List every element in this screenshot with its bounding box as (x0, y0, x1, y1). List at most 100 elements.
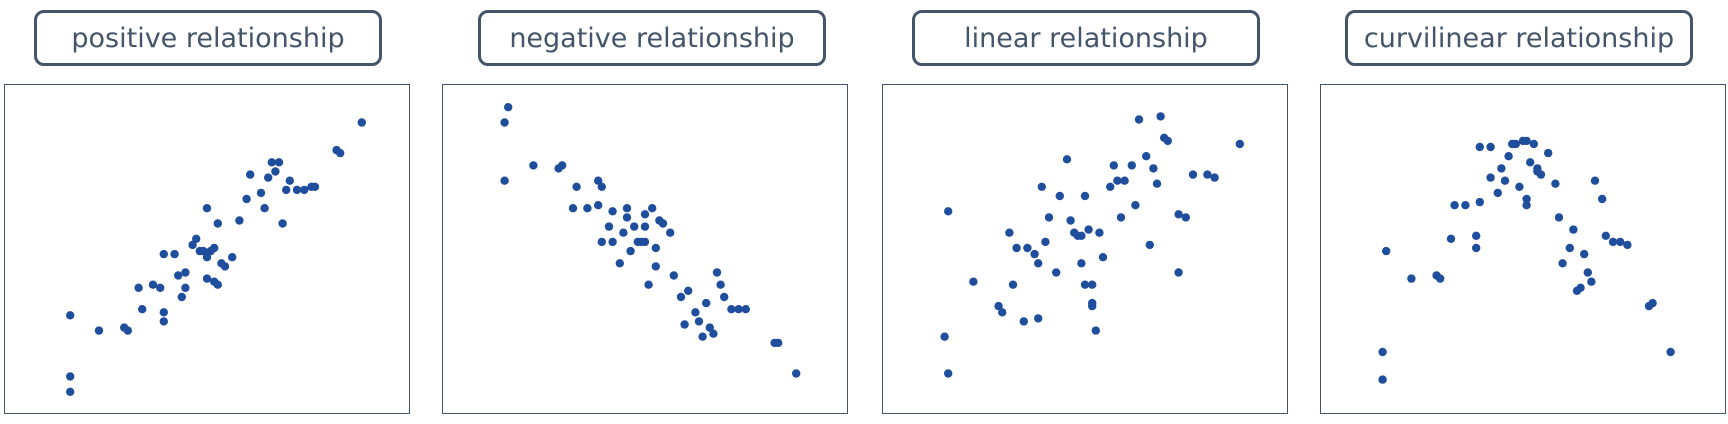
data-point (1055, 191, 1064, 201)
data-point (282, 185, 291, 195)
data-point (1598, 194, 1607, 204)
data-point (1565, 243, 1574, 253)
data-point (1500, 176, 1510, 185)
data-point (698, 332, 707, 341)
data-point (1145, 240, 1154, 250)
data-point (1203, 170, 1212, 179)
data-point (148, 280, 158, 289)
data-point (1601, 231, 1610, 240)
data-point (622, 204, 632, 213)
data-point (1450, 201, 1459, 210)
data-point (1504, 152, 1513, 161)
data-point (1616, 237, 1625, 247)
curvilinear-scatter-plot (1378, 136, 1675, 384)
data-point (202, 253, 212, 262)
data-point (944, 369, 953, 378)
data-point (246, 170, 255, 179)
data-point (235, 216, 244, 225)
data-point (684, 286, 693, 295)
chart-title: positive relationship (71, 22, 345, 54)
data-point (1149, 164, 1158, 173)
data-point (1558, 259, 1567, 268)
data-point (705, 323, 714, 332)
data-point (558, 161, 567, 170)
data-point (644, 280, 653, 289)
data-point (1493, 188, 1502, 198)
chart-title: linear relationship (964, 22, 1208, 54)
data-point (159, 317, 168, 326)
data-point (159, 308, 168, 317)
data-point (792, 369, 801, 378)
data-point (1497, 164, 1506, 173)
data-point (1472, 231, 1481, 240)
data-point (1554, 213, 1564, 222)
data-point (568, 204, 578, 213)
data-point (1210, 173, 1219, 182)
data-point (615, 259, 624, 268)
positive-title-box: positive relationship (34, 10, 382, 66)
data-point (622, 213, 632, 222)
data-point (666, 228, 675, 237)
data-point (1052, 268, 1061, 277)
data-point (1152, 179, 1162, 188)
data-point (712, 268, 722, 277)
data-point (1576, 283, 1585, 292)
data-point (202, 274, 212, 283)
data-point (1156, 112, 1165, 121)
data-point (192, 234, 201, 243)
data-point (1113, 176, 1122, 185)
data-point (774, 338, 783, 348)
data-point (1041, 237, 1050, 247)
data-point (1648, 298, 1657, 308)
data-point (278, 219, 287, 228)
data-point (1544, 148, 1553, 158)
data-point (594, 201, 603, 210)
data-point (1486, 173, 1495, 182)
data-point (1109, 161, 1118, 170)
data-point (292, 185, 302, 195)
data-point (1084, 225, 1093, 234)
data-point (1529, 139, 1538, 149)
data-point (1533, 164, 1542, 173)
positive-scatter-panel (4, 84, 410, 414)
data-point (260, 204, 269, 213)
data-point (1174, 268, 1183, 277)
data-point (709, 329, 718, 338)
data-point (1080, 280, 1090, 289)
data-point (608, 207, 617, 216)
data-point (1446, 234, 1456, 243)
data-point (1034, 314, 1043, 323)
data-point (264, 173, 273, 182)
data-point (1486, 142, 1495, 152)
data-point (694, 317, 704, 326)
data-point (1066, 216, 1075, 225)
data-point (604, 222, 614, 231)
data-point (1583, 268, 1592, 277)
data-point (1526, 158, 1535, 167)
data-point (969, 277, 978, 286)
data-point (66, 372, 75, 381)
data-point (691, 308, 700, 317)
data-point (658, 219, 668, 228)
data-point (504, 103, 513, 112)
linear-scatter-panel (882, 84, 1288, 414)
data-point (310, 182, 320, 191)
chart-title: negative relationship (509, 22, 795, 54)
data-point (626, 246, 635, 256)
curvilinear-scatter-panel (1320, 84, 1726, 414)
data-point (1163, 136, 1172, 146)
data-point (256, 188, 266, 198)
data-point (134, 283, 143, 292)
data-point (640, 237, 650, 247)
data-point (156, 283, 165, 292)
data-point (170, 249, 179, 259)
data-point (1044, 213, 1054, 222)
data-point (940, 332, 949, 341)
data-point (274, 158, 284, 167)
data-point (1134, 115, 1144, 124)
data-point (1037, 182, 1046, 191)
data-point (1106, 182, 1115, 191)
data-point (1536, 170, 1546, 179)
chart-title: curvilinear relationship (1363, 22, 1675, 54)
data-point (572, 182, 581, 191)
